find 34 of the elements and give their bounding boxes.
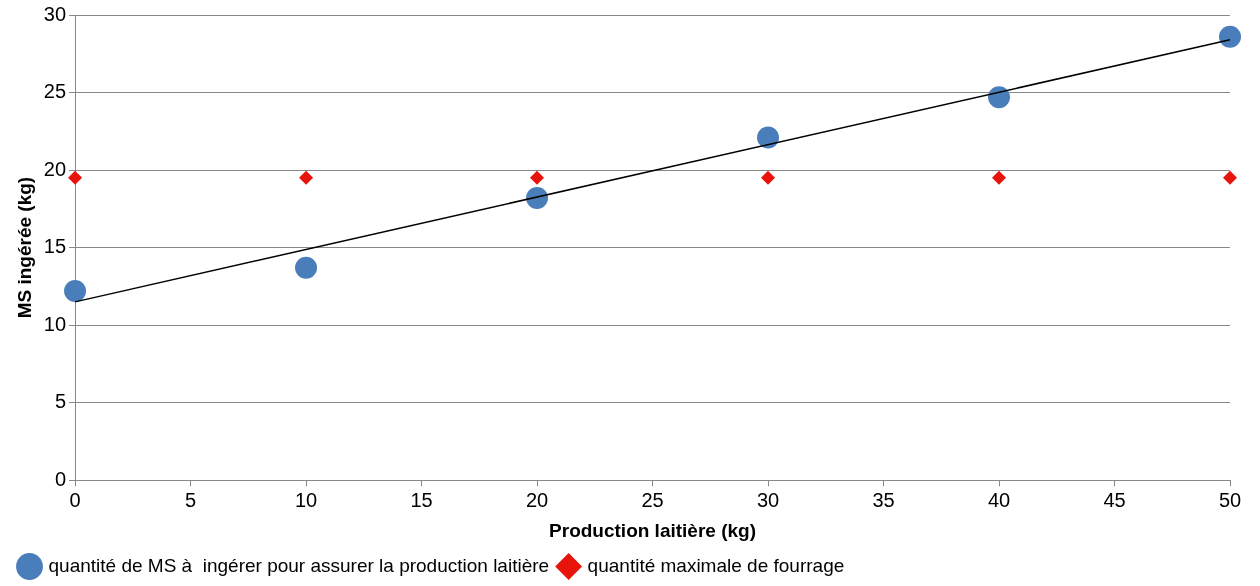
point	[64, 280, 87, 303]
x-tick-label: 45	[1103, 488, 1126, 511]
y-tick-label: 20	[43, 157, 67, 180]
y-tick-label: 10	[43, 312, 67, 335]
y-tick-label: 0	[54, 467, 67, 490]
point	[761, 170, 776, 185]
y-tick-label: 5	[54, 390, 67, 413]
y-tick-label: 15	[43, 235, 67, 258]
point	[526, 186, 549, 209]
point	[530, 170, 545, 185]
x-tick-label: 30	[756, 488, 780, 511]
point	[1219, 25, 1241, 48]
point	[757, 126, 780, 149]
legend-label: quantité maximale de fourrage	[587, 554, 845, 576]
y-axis-title: MS ingérée (kg)	[13, 176, 35, 319]
x-tick-label: 20	[525, 488, 549, 511]
x-tick-label: 5	[184, 488, 197, 511]
point	[299, 170, 314, 185]
x-tick-label: 25	[641, 488, 664, 511]
x-tick-label: 15	[410, 488, 433, 511]
point	[68, 170, 83, 185]
x-tick-label: 35	[872, 488, 895, 511]
x-tick-label: 10	[294, 488, 318, 511]
legend-label: quantité de MS à ingérer pour assurer la production laitière	[48, 554, 550, 576]
point	[1223, 170, 1237, 185]
x-axis-title: Production laitière (kg)	[549, 519, 756, 541]
point	[988, 86, 1011, 109]
x-tick-label: 0	[69, 488, 81, 511]
y-tick-label: 30	[43, 2, 67, 25]
point	[295, 256, 318, 279]
point	[992, 170, 1007, 185]
y-tick-label: 25	[43, 80, 67, 103]
x-tick-label: 50	[1218, 488, 1242, 511]
x-tick-label: 40	[987, 488, 1011, 511]
